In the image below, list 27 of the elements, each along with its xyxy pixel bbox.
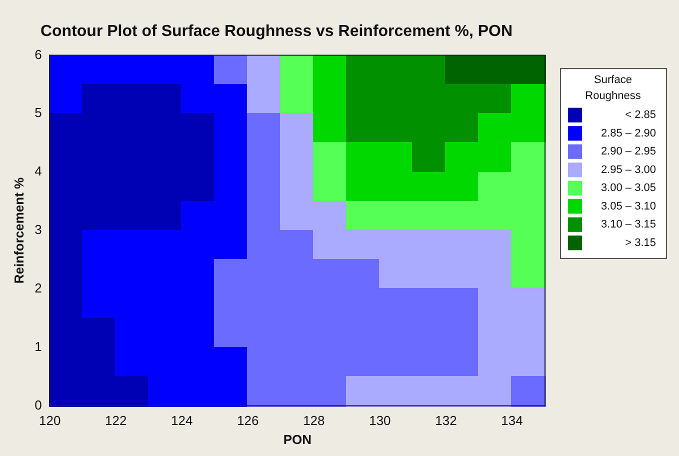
color-bar-label: 3.00 – 3.05 <box>600 182 656 194</box>
x-tick-label: 122 <box>105 413 127 428</box>
x-axis-title: PON <box>283 432 312 447</box>
color-bar-label: 2.85 – 2.90 <box>600 127 656 140</box>
x-tick-label: 126 <box>237 413 259 428</box>
y-tick-label: 3 <box>34 222 42 238</box>
x-tick-label: 124 <box>171 413 193 428</box>
y-axis-title: Reinforcement % <box>11 176 26 284</box>
y-tick-label: 6 <box>34 46 42 62</box>
y-tick-label: 0 <box>34 397 42 412</box>
legend-title: Surface Roughness <box>585 74 642 102</box>
color-bar-label: 3.10 – 3.15 <box>600 218 656 231</box>
y-tick-label: 2 <box>34 280 42 296</box>
x-tick-label: 134 <box>501 413 523 428</box>
y-tick-label: 5 <box>34 105 42 120</box>
x-tick-label: 130 <box>369 413 391 428</box>
color-bar-label: 2.90 – 2.95 <box>600 146 656 158</box>
color-bar-label: > 3.15 <box>625 236 656 249</box>
y-tick-label: 4 <box>34 164 42 179</box>
color-bar-label: 2.95 – 3.00 <box>600 164 656 176</box>
chart-title: Contour Plot of Surface Roughness vs Reinforcement %, PON <box>40 23 513 40</box>
x-tick-label: 128 <box>303 413 325 428</box>
color-bar-label: < 2.85 <box>625 109 656 122</box>
x-tick-label: 120 <box>38 413 61 428</box>
x-tick-label: 132 <box>435 413 457 428</box>
y-tick-label: 1 <box>34 338 42 354</box>
color-bar-label: 3.05 – 3.10 <box>600 200 656 212</box>
